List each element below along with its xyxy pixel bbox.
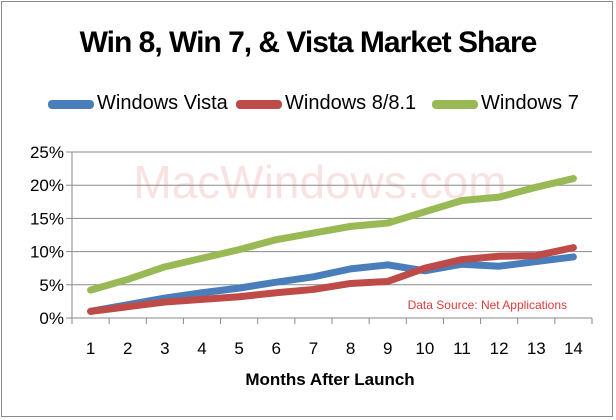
x-tick-label: 4 <box>197 339 206 358</box>
x-tick-label: 1 <box>86 339 95 358</box>
y-tick-label: 15% <box>30 209 64 228</box>
x-axis-label: Months After Launch <box>245 370 414 389</box>
x-tick-label: 2 <box>123 339 132 358</box>
series-line-windows-8-8-1 <box>87 244 577 315</box>
legend-swatch-windows8 <box>236 100 282 109</box>
series-lines <box>87 175 577 315</box>
legend-label-windows7: Windows 7 <box>481 92 579 114</box>
x-tick-label: 5 <box>234 339 243 358</box>
legend-label-windows8: Windows 8/8.1 <box>285 92 417 114</box>
legend-label-vista: Windows Vista <box>97 92 228 114</box>
x-tick-label: 12 <box>490 339 509 358</box>
chart-title: Win 8, Win 7, & Vista Market Share <box>79 26 538 59</box>
y-tick-label: 5% <box>39 276 64 295</box>
y-tick-label: 10% <box>30 243 64 262</box>
x-tick-label: 11 <box>453 339 471 358</box>
x-tick-label: 3 <box>160 339 169 358</box>
data-source-note: Data Source: Net Applications <box>408 298 567 312</box>
x-tick-labels: 1 2 3 4 5 6 7 8 9 10 11 12 13 14 <box>86 339 583 358</box>
x-tick-label: 10 <box>415 339 434 358</box>
x-tick-label: 7 <box>309 339 318 358</box>
series-line-windows-vista <box>87 253 577 315</box>
x-tick-label: 9 <box>383 339 392 358</box>
y-tick-labels: 0% 5% 10% 15% 20% 25% <box>30 143 64 328</box>
y-tick-label: 25% <box>30 143 64 162</box>
x-tick-label: 6 <box>272 339 281 358</box>
x-tick-label: 13 <box>527 339 546 358</box>
series-line-windows-7 <box>87 175 577 294</box>
legend-swatch-windows7 <box>432 100 478 109</box>
x-tick-label: 14 <box>564 339 583 358</box>
watermark-text: MacWindows.com <box>133 156 506 208</box>
legend: Windows Vista Windows 8/8.1 Windows 7 <box>0 92 616 116</box>
legend-swatch-vista <box>48 100 94 109</box>
axes <box>66 151 593 324</box>
y-tick-label: 0% <box>39 309 64 328</box>
x-tick-label: 8 <box>346 339 355 358</box>
y-tick-label: 20% <box>30 176 64 195</box>
